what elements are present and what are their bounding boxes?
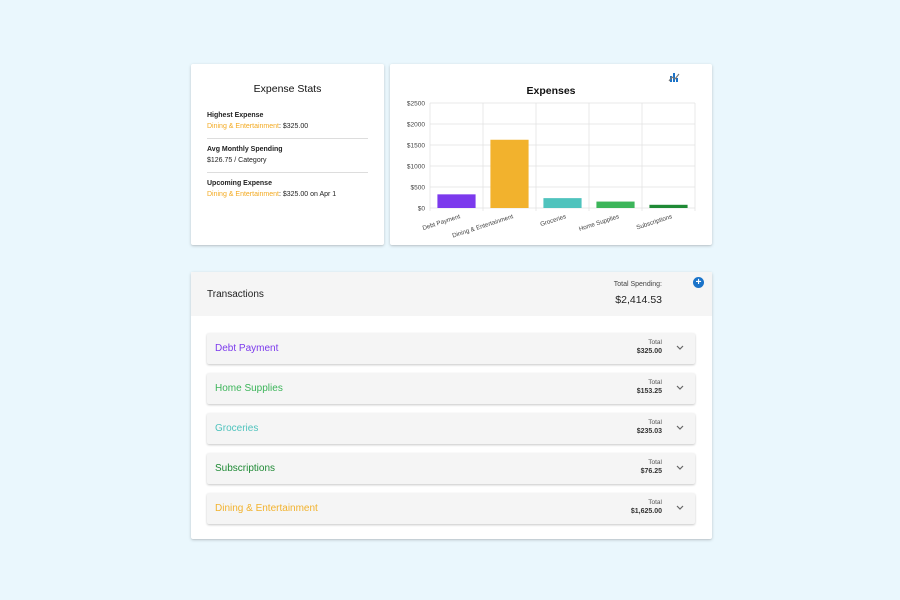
category-name: Groceries — [215, 423, 259, 434]
chevron-down-icon[interactable] — [675, 424, 685, 432]
line-chart-icon[interactable] — [668, 71, 700, 83]
category-name: Subscriptions — [215, 463, 276, 474]
transactions-title: Transactions — [207, 289, 264, 300]
highest-expense-stat: Highest Expense Dining & Entertainment: … — [207, 105, 368, 139]
x-tick-label: Groceries — [539, 213, 567, 228]
category-total-label: Total — [648, 499, 662, 506]
category-name: Debt Payment — [215, 343, 279, 354]
category-name: Dining & Entertainment — [215, 503, 318, 514]
category-total-value: $153.25 — [636, 388, 662, 395]
expenses-chart-card: Expenses $0 $500 $1000 $1500 $2000 $2500 Debt … — [390, 64, 712, 245]
transaction-category-row[interactable]: Subscriptions Total $76.25 — [207, 453, 695, 484]
upcoming-expense-stat: Upcoming Expense Dining & Entertainment:… — [207, 173, 368, 206]
bar[interactable] — [596, 201, 635, 208]
highest-expense-label: Highest Expense — [207, 112, 264, 119]
transaction-category-row[interactable]: Dining & Entertainment Total $1,625.00 — [207, 493, 695, 524]
total-spending-label: Total Spending: — [613, 281, 662, 288]
x-tick-label: Dining & Entertainment — [451, 213, 514, 239]
highest-expense-value: : $325.00 — [278, 123, 309, 130]
x-tick-label: Home Supplies — [578, 213, 620, 233]
avg-monthly-value: $126.75 / Category — [207, 157, 267, 164]
transactions-header: Transactions Total Spending: $2,414.53 + — [191, 272, 712, 316]
avg-monthly-stat: Avg Monthly Spending $126.75 / Category — [207, 139, 368, 173]
total-spending-value: $2,414.53 — [615, 294, 662, 306]
chart-title: Expenses — [526, 85, 576, 97]
y-tick-label: $1500 — [407, 142, 425, 149]
y-tick-label: $0 — [418, 205, 426, 212]
category-total-label: Total — [648, 339, 662, 346]
highest-expense-category: Dining & Entertainment — [207, 123, 279, 130]
y-tick-label: $1000 — [407, 163, 425, 170]
y-tick-label: $500 — [411, 184, 426, 191]
y-tick-label: $2000 — [407, 121, 425, 128]
bar[interactable] — [543, 198, 582, 208]
x-tick-label: Debt Payment — [422, 213, 462, 232]
upcoming-expense-label: Upcoming Expense — [207, 180, 272, 187]
expenses-bar-chart: $0 $500 $1000 $1500 $2000 $2500 Debt PaymentDi… — [407, 100, 696, 240]
category-total-value: $325.00 — [636, 348, 662, 355]
category-total-label: Total — [648, 459, 662, 466]
category-total-value: $76.25 — [640, 468, 662, 475]
category-total-label: Total — [648, 379, 662, 386]
category-name: Home Supplies — [215, 383, 283, 394]
upcoming-expense-category: Dining & Entertainment — [207, 191, 279, 198]
category-total-value: $235.03 — [636, 428, 662, 435]
transaction-category-list: Debt Payment Total $325.00 Home Supplies Tot… — [207, 333, 695, 533]
category-total-label: Total — [648, 419, 662, 426]
y-tick-label: $2500 — [407, 100, 425, 107]
expense-stats-card: Expense Stats Highest Expense Dining & E… — [191, 64, 384, 245]
transaction-category-row[interactable]: Groceries Total $235.03 — [207, 413, 695, 444]
chevron-down-icon[interactable] — [675, 464, 685, 472]
transactions-card: Transactions Total Spending: $2,414.53 +… — [191, 272, 712, 539]
avg-monthly-label: Avg Monthly Spending — [207, 146, 283, 153]
bar[interactable] — [649, 204, 688, 208]
bar[interactable] — [437, 194, 476, 208]
chevron-down-icon[interactable] — [675, 344, 685, 352]
transaction-category-row[interactable]: Home Supplies Total $153.25 — [207, 373, 695, 404]
chevron-down-icon[interactable] — [675, 504, 685, 512]
transaction-category-row[interactable]: Debt Payment Total $325.00 — [207, 333, 695, 364]
chevron-down-icon[interactable] — [675, 384, 685, 392]
x-tick-label: Subscriptions — [636, 213, 674, 231]
add-transaction-button[interactable]: + — [693, 277, 704, 288]
expense-stats-title: Expense Stats — [253, 83, 322, 95]
bar[interactable] — [490, 139, 529, 208]
upcoming-expense-value: : $325.00 on Apr 1 — [278, 191, 337, 198]
category-total-value: $1,625.00 — [630, 508, 662, 515]
